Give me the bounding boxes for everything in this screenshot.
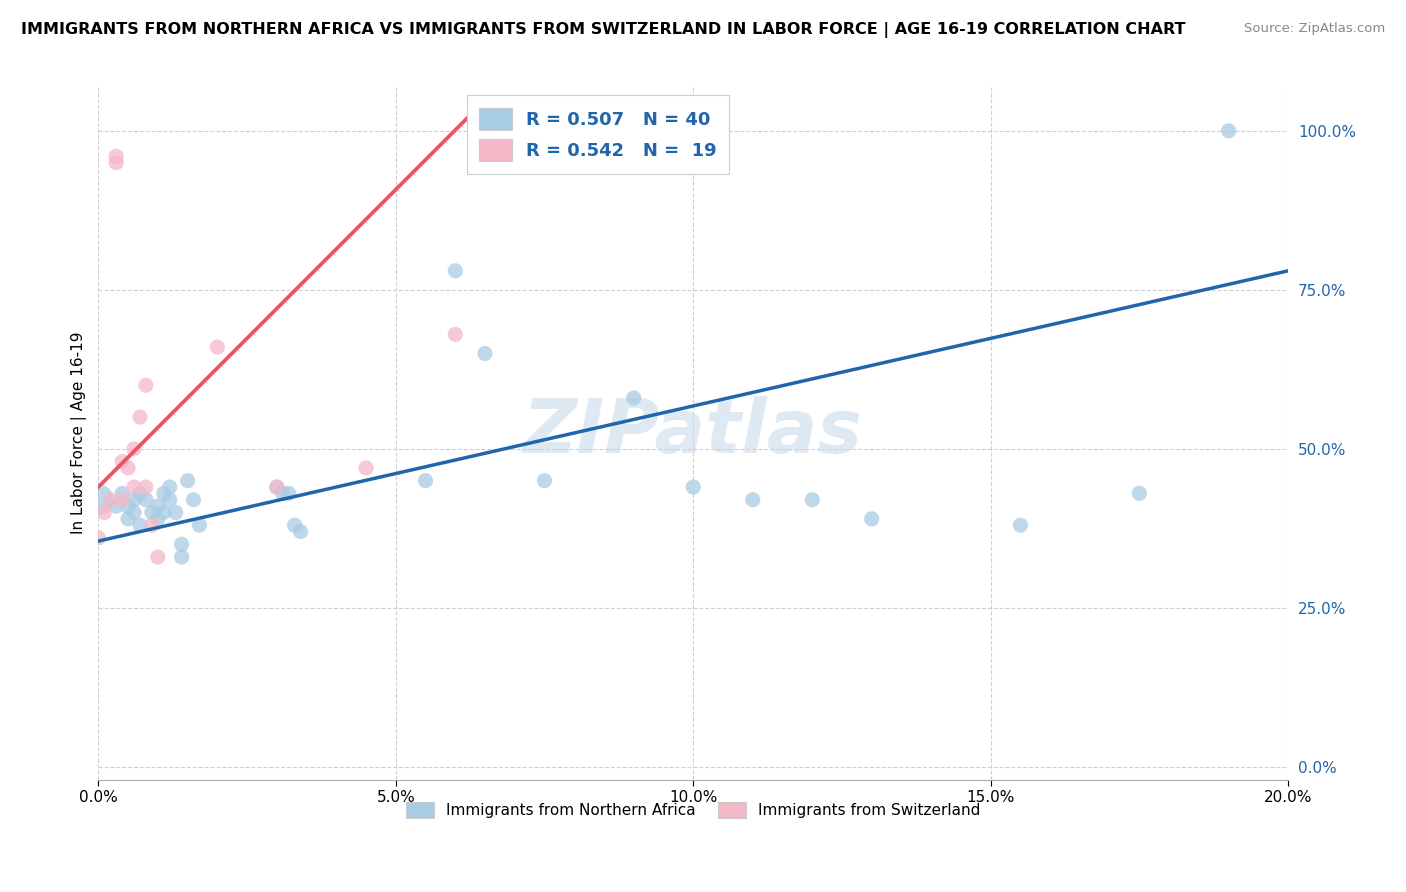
Point [122, 492, 145, 507]
Point [444, 264, 467, 278]
Point [159, 480, 181, 494]
Point [129, 410, 152, 425]
Point [93, 506, 115, 520]
Point [117, 461, 139, 475]
Point [141, 506, 163, 520]
Point [122, 480, 145, 494]
Y-axis label: In Labor Force | Age 16-19: In Labor Force | Age 16-19 [72, 332, 87, 534]
Point [1218, 124, 1240, 138]
Point [135, 480, 157, 494]
Point [284, 518, 307, 533]
Point [117, 512, 139, 526]
Point [111, 486, 134, 500]
Point [682, 480, 704, 494]
Point [277, 486, 299, 500]
Point [266, 480, 288, 494]
Point [152, 486, 174, 500]
Point [170, 537, 193, 551]
Point [141, 518, 163, 533]
Text: Source: ZipAtlas.com: Source: ZipAtlas.com [1244, 22, 1385, 36]
Text: IMMIGRANTS FROM NORTHERN AFRICA VS IMMIGRANTS FROM SWITZERLAND IN LABOR FORCE | : IMMIGRANTS FROM NORTHERN AFRICA VS IMMIG… [21, 22, 1185, 38]
Point [129, 518, 152, 533]
Point [170, 549, 193, 564]
Point [135, 492, 157, 507]
Point [860, 512, 883, 526]
Point [176, 474, 198, 488]
Point [266, 480, 288, 494]
Point [152, 506, 174, 520]
Point [87, 531, 110, 545]
Point [105, 155, 128, 169]
Point [271, 486, 294, 500]
Point [122, 442, 145, 456]
Legend: Immigrants from Northern Africa, Immigrants from Switzerland: Immigrants from Northern Africa, Immigra… [399, 796, 987, 824]
Point [129, 486, 152, 500]
Point [474, 346, 496, 360]
Point [801, 492, 824, 507]
Point [290, 524, 312, 539]
Point [98, 492, 121, 507]
Point [117, 499, 139, 513]
Point [105, 499, 128, 513]
Point [146, 549, 169, 564]
Point [146, 512, 169, 526]
Point [533, 474, 555, 488]
Point [354, 461, 377, 475]
Point [207, 340, 229, 354]
Point [623, 391, 645, 405]
Point [1128, 486, 1150, 500]
Point [122, 506, 145, 520]
Point [111, 454, 134, 468]
Point [188, 518, 211, 533]
Point [741, 492, 763, 507]
Point [111, 492, 134, 507]
Point [165, 506, 187, 520]
Point [1010, 518, 1032, 533]
Text: ZIPatlas: ZIPatlas [523, 396, 863, 469]
Point [444, 327, 467, 342]
Point [183, 492, 205, 507]
Point [87, 492, 110, 507]
Point [159, 492, 181, 507]
Point [105, 149, 128, 163]
Point [146, 499, 169, 513]
Point [415, 474, 437, 488]
Point [135, 378, 157, 392]
